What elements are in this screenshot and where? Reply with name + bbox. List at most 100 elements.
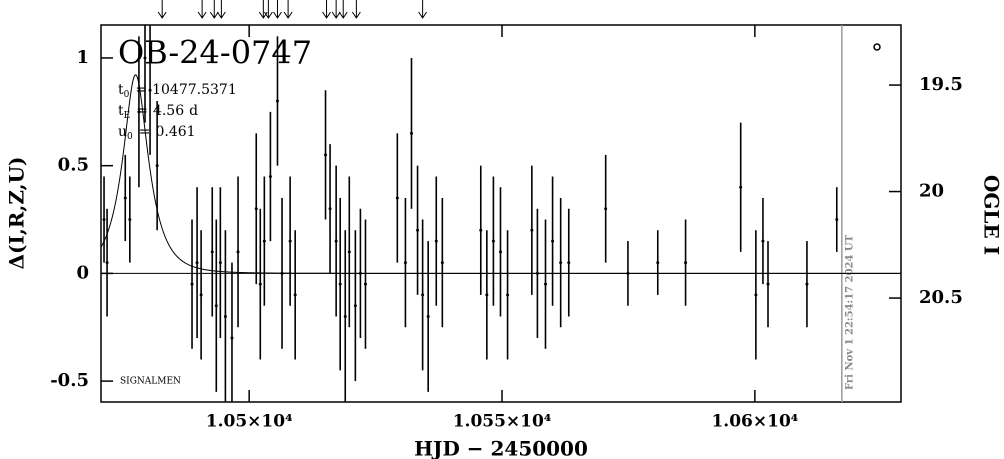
data-points: [102, 25, 839, 402]
y2-tick-label: 20.5: [919, 287, 963, 308]
point: [559, 261, 563, 265]
point: [434, 239, 438, 243]
point: [254, 207, 258, 211]
arrow: [273, 0, 282, 19]
point: [416, 228, 420, 232]
point: [835, 218, 839, 222]
point: [214, 304, 218, 308]
point: [530, 228, 534, 232]
point: [766, 282, 770, 286]
point: [218, 261, 222, 265]
point: [409, 131, 413, 135]
point: [551, 239, 555, 243]
param-part: =: [139, 124, 151, 140]
point: [403, 261, 407, 265]
point: [604, 207, 608, 211]
point: [258, 282, 262, 286]
point: [123, 196, 127, 200]
param-part: 0: [127, 132, 133, 142]
point: [567, 261, 571, 265]
param-part: 0.461: [156, 124, 196, 140]
plot-frame: [100, 24, 902, 403]
arrow: [322, 0, 331, 19]
point: [684, 261, 688, 265]
x-tick-label: 1.055×10⁴: [453, 412, 552, 432]
y-tick-label: 1: [76, 47, 89, 68]
point: [347, 250, 351, 254]
y-tick-label: 0.5: [58, 155, 89, 176]
param: u0 = 0.461: [118, 124, 196, 142]
param-part: 4.56: [153, 103, 184, 119]
param-part: 10477.5371: [152, 82, 237, 98]
point: [544, 282, 548, 286]
point: [324, 153, 328, 157]
point: [535, 271, 539, 275]
param: tE = 4.56 d: [118, 103, 198, 121]
point: [199, 293, 203, 297]
param-part: E: [124, 111, 131, 121]
point: [223, 314, 227, 318]
x-tick-label: 1.06×10⁴: [711, 412, 798, 432]
point: [656, 261, 660, 265]
arrow: [331, 0, 341, 19]
param-part: 0: [124, 90, 130, 100]
point: [293, 293, 297, 297]
point: [739, 185, 743, 189]
arrow: [263, 0, 273, 19]
point: [485, 293, 489, 297]
point: [190, 282, 194, 286]
credit: SIGNALMEN: [120, 377, 181, 387]
point: [805, 282, 809, 286]
param-part: t: [118, 103, 124, 119]
param-part: =: [136, 103, 148, 119]
point: [440, 261, 444, 265]
point: [395, 196, 399, 200]
point: [421, 293, 425, 297]
point: [280, 271, 284, 275]
point: [498, 250, 502, 254]
arrow: [216, 0, 226, 19]
point: [491, 239, 495, 243]
point: [363, 282, 367, 286]
param-part: u: [118, 124, 127, 140]
arrow: [209, 0, 219, 19]
point: [105, 261, 109, 265]
param-part: =: [135, 82, 147, 98]
point: [262, 239, 266, 243]
x-tick-label: 1.05×10⁴: [206, 412, 293, 432]
point: [626, 271, 630, 275]
point: [288, 239, 292, 243]
y-tick-label: 0: [76, 262, 89, 283]
point: [334, 239, 338, 243]
param-part: d: [189, 103, 198, 119]
point: [358, 271, 362, 275]
y2-axis-label: OGLE I: [980, 175, 1004, 255]
point: [479, 228, 483, 232]
y2-tick-label: 20: [919, 181, 944, 202]
point: [761, 239, 765, 243]
point: [754, 293, 758, 297]
point: [155, 164, 159, 168]
point: [195, 261, 199, 265]
point: [210, 250, 214, 254]
point: [128, 218, 132, 222]
arrow: [338, 0, 348, 19]
point: [236, 250, 240, 254]
point: [268, 174, 272, 178]
param: t0 = 10477.5371: [118, 82, 237, 100]
arrow: [157, 0, 167, 19]
timestamp: Fri Nov 1 22:54:17 2024 UT: [844, 234, 855, 390]
point: [275, 99, 279, 103]
point: [506, 293, 510, 297]
arrow: [283, 0, 293, 19]
arrow: [418, 0, 428, 19]
chart-title: OB-24-0747: [118, 34, 312, 72]
point: [143, 56, 147, 60]
y2-tick-label: 19.5: [919, 74, 963, 95]
point: [426, 314, 430, 318]
marker: [873, 43, 881, 51]
arrow: [197, 0, 207, 19]
point: [338, 282, 342, 286]
point: [148, 88, 152, 92]
